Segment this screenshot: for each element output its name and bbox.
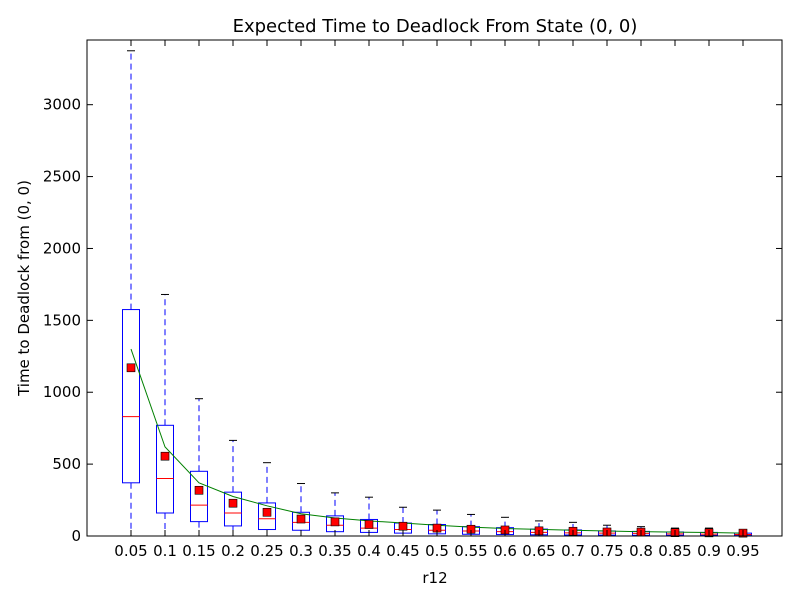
box-0.05 xyxy=(122,50,140,537)
mean-marker xyxy=(330,517,340,527)
box-iqr xyxy=(190,470,208,523)
box-iqr xyxy=(122,309,140,484)
mean-marker xyxy=(364,520,374,529)
x-tick-label: 0.25 xyxy=(250,542,283,560)
box-iqr xyxy=(258,502,276,531)
x-tick-label: 0.15 xyxy=(182,542,215,560)
mean-marker xyxy=(296,514,306,524)
x-tick-label: 0.9 xyxy=(697,542,721,560)
x-tick-label: 0.3 xyxy=(289,542,313,560)
x-tick-label: 0.75 xyxy=(590,542,623,560)
mean-marker xyxy=(262,507,272,517)
y-tick-label: 1000 xyxy=(43,383,81,401)
y-axis-label: Time to Deadlock from (0, 0) xyxy=(15,180,33,397)
x-tick-label: 0.6 xyxy=(493,542,517,560)
y-tick-label: 3000 xyxy=(43,96,81,114)
mean-marker xyxy=(228,498,238,508)
box-0.2 xyxy=(224,439,242,537)
box-iqr xyxy=(156,424,174,514)
x-tick-label: 0.45 xyxy=(386,542,419,560)
mean-marker xyxy=(126,363,136,373)
x-axis-label: r12 xyxy=(422,569,447,587)
y-tick-label: 0 xyxy=(71,527,81,545)
x-tick-label: 0.35 xyxy=(318,542,351,560)
x-tick-label: 0.55 xyxy=(454,542,487,560)
y-tick-label: 500 xyxy=(52,455,81,473)
y-tick-label: 2000 xyxy=(43,239,81,257)
x-tick-label: 0.65 xyxy=(522,542,555,560)
y-tick-label: 1500 xyxy=(43,311,81,329)
x-tick-label: 0.1 xyxy=(153,542,177,560)
y-axis: 0 500 1000 1500 2000 2500 3000 xyxy=(43,96,782,545)
x-tick-label: 0.8 xyxy=(629,542,653,560)
chart-title: Expected Time to Deadlock From State (0,… xyxy=(233,16,638,37)
x-tick-label: 0.4 xyxy=(357,542,381,560)
x-tick-label: 0.7 xyxy=(561,542,585,560)
mean-marker xyxy=(194,485,204,495)
x-tick-label: 0.85 xyxy=(658,542,691,560)
x-tick-label: 0.2 xyxy=(221,542,245,560)
mean-marker xyxy=(398,521,408,531)
y-tick-label: 2500 xyxy=(43,168,81,186)
box-iqr xyxy=(224,491,242,527)
x-tick-label: 0.05 xyxy=(114,542,147,560)
x-tick-label: 0.5 xyxy=(425,542,449,560)
x-tick-label: 0.95 xyxy=(726,542,759,560)
mean-marker xyxy=(160,451,170,461)
box-0.1 xyxy=(156,293,174,537)
axes-frame xyxy=(86,39,783,537)
x-axis: 0.05 0.1 0.15 0.2 0.25 0.3 0.35 0.4 0.45 0.5 0.55 0… xyxy=(114,40,760,560)
